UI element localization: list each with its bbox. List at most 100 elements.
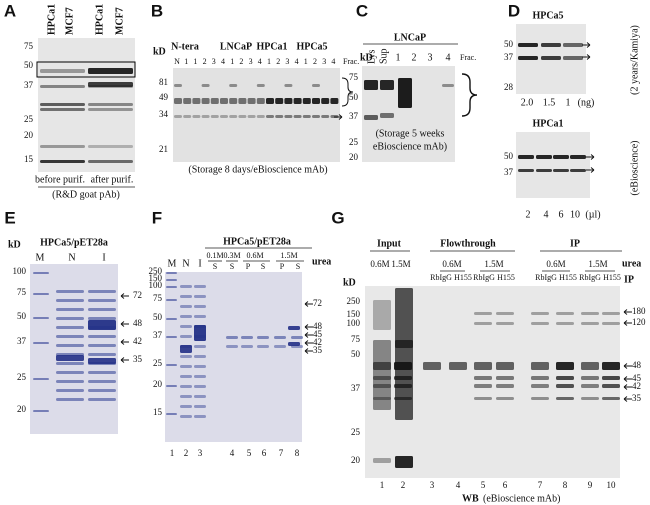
- conc-label: 1.5M: [391, 259, 410, 269]
- band: [40, 103, 85, 106]
- group-label: Flowthrough: [440, 238, 496, 249]
- group-label: after purif.: [91, 174, 134, 185]
- band: [180, 365, 192, 368]
- band: [395, 340, 413, 420]
- band: [40, 108, 85, 111]
- lane-label: 1.5: [543, 97, 556, 108]
- group-label: HPCa1: [256, 41, 287, 52]
- arrow-label: 45: [313, 329, 323, 339]
- band: [364, 115, 378, 120]
- band: [88, 108, 133, 111]
- band: [56, 371, 84, 374]
- band: [88, 103, 133, 106]
- panel-title: HPCa1: [532, 118, 563, 129]
- arrow: [304, 348, 313, 354]
- panel-label: F: [152, 208, 162, 227]
- band: [496, 376, 514, 380]
- lane-label: 1: [230, 57, 234, 66]
- antibody-label: RbIgG: [535, 273, 557, 282]
- antibody-label: H155: [454, 273, 472, 282]
- band: [256, 98, 265, 104]
- marker-label: 50: [504, 39, 514, 49]
- band: [570, 169, 586, 172]
- band: [56, 317, 84, 320]
- marker-label: 75: [349, 72, 359, 82]
- fraction-label: S: [261, 262, 265, 271]
- arrow-label: 42: [313, 337, 322, 347]
- marker-label: 100: [347, 318, 361, 328]
- band: [288, 326, 300, 330]
- band: [380, 80, 394, 90]
- band: [496, 384, 514, 388]
- band: [496, 362, 514, 370]
- marker-label: 37: [153, 330, 163, 340]
- band: [226, 336, 238, 339]
- band: [166, 299, 177, 301]
- band: [180, 345, 192, 353]
- marker-label: 37: [351, 383, 361, 393]
- band: [183, 115, 192, 118]
- lane-label: 3: [322, 57, 326, 66]
- band: [180, 355, 192, 358]
- lane-label: N: [174, 57, 180, 66]
- band: [531, 312, 549, 315]
- lane-number: 5: [247, 448, 252, 458]
- band: [183, 98, 192, 104]
- arrow: [304, 340, 313, 346]
- group-label: HPCa5: [296, 41, 327, 52]
- band: [220, 98, 228, 104]
- marker-label: 20: [24, 130, 34, 140]
- band: [556, 362, 574, 370]
- arrow: [623, 309, 632, 315]
- band: [166, 318, 177, 320]
- band: [474, 312, 492, 315]
- group-label: Input: [377, 238, 402, 249]
- band: [229, 98, 238, 104]
- marker-label: 25: [153, 358, 163, 368]
- band: [531, 397, 549, 400]
- band: [563, 43, 583, 47]
- lane-label: 2: [203, 57, 207, 66]
- fraction-label: Frac.: [460, 53, 476, 62]
- band: [256, 84, 265, 87]
- band: [518, 43, 538, 47]
- band: [210, 98, 219, 104]
- band: [56, 335, 84, 338]
- band: [88, 358, 116, 364]
- lane-number: 6: [503, 480, 508, 490]
- fraction-label: P: [246, 262, 251, 271]
- arrow: [120, 339, 129, 345]
- panel-title: LNCaP: [394, 32, 426, 43]
- antibody-label: RbIgG: [473, 273, 495, 282]
- wb-note: (eBioscience mAb): [483, 493, 560, 504]
- band: [581, 312, 599, 315]
- band: [192, 98, 201, 104]
- band: [518, 56, 538, 60]
- band: [88, 380, 116, 383]
- marker-label: 50: [17, 311, 27, 321]
- lane-label: 4: [295, 57, 299, 66]
- band: [194, 395, 206, 398]
- band: [581, 322, 599, 325]
- band: [291, 336, 303, 339]
- lane-label: 4: [446, 52, 451, 63]
- side-label: (2 years/Kamiya): [629, 25, 640, 95]
- group-label: IP: [570, 238, 580, 249]
- arrow-label: 35: [133, 354, 143, 364]
- group-label: LNCaP: [220, 41, 252, 52]
- arrow-label: 48: [632, 360, 642, 370]
- fraction-label: Frac.: [343, 57, 359, 66]
- group-label: N-tera: [171, 41, 199, 52]
- band: [302, 115, 311, 118]
- lane-number: 9: [588, 480, 593, 490]
- band: [56, 326, 84, 329]
- arrow: [304, 332, 313, 338]
- band: [518, 169, 534, 172]
- band: [256, 115, 265, 118]
- lane-number: 2: [401, 480, 406, 490]
- conc-label: 0.1M: [206, 251, 223, 260]
- arrow: [120, 357, 129, 363]
- band: [474, 376, 492, 380]
- band: [321, 98, 330, 104]
